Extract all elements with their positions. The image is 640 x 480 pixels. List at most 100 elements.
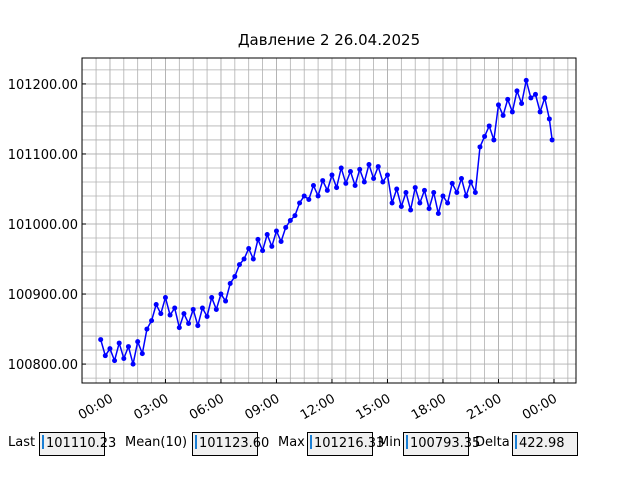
data-point xyxy=(514,88,520,94)
data-point xyxy=(112,358,118,364)
data-point xyxy=(287,218,293,223)
data-point xyxy=(153,302,159,308)
data-point xyxy=(408,207,414,213)
chart-title: Давление 2 26.04.2025 xyxy=(238,31,420,49)
data-point xyxy=(454,189,460,195)
field-label: Last xyxy=(8,435,36,450)
value-field[interactable]: 101216.33 xyxy=(307,432,384,456)
data-point xyxy=(209,295,215,301)
field-label: Max xyxy=(278,435,305,450)
data-point xyxy=(537,109,543,115)
data-point xyxy=(158,311,164,317)
x-tick-label: 06:00 xyxy=(187,391,227,423)
value-field[interactable]: 422.98 xyxy=(512,432,578,456)
data-point xyxy=(162,295,168,301)
data-point xyxy=(380,179,386,185)
data-point xyxy=(468,179,474,185)
data-point xyxy=(310,182,316,188)
data-point xyxy=(486,123,492,129)
x-tick-label: 03:00 xyxy=(131,391,171,423)
x-tick-label: 00:00 xyxy=(520,391,560,423)
data-point xyxy=(421,187,427,193)
data-point xyxy=(264,232,270,238)
data-point xyxy=(352,182,358,188)
data-point xyxy=(412,185,418,191)
data-point xyxy=(500,112,506,118)
data-point xyxy=(375,164,381,170)
data-point xyxy=(417,200,423,206)
data-point xyxy=(181,311,187,317)
data-point xyxy=(324,187,330,193)
data-point xyxy=(403,189,409,195)
data-point xyxy=(549,137,555,143)
field-label: Mean(10) xyxy=(125,435,188,450)
value-field[interactable]: 100793.35 xyxy=(403,432,480,456)
y-tick-label: 100800.00 xyxy=(8,358,78,373)
data-point xyxy=(125,344,131,350)
data-point xyxy=(139,351,145,357)
plot-frame xyxy=(81,57,577,384)
data-point xyxy=(273,228,279,234)
data-point xyxy=(449,180,455,186)
data-point xyxy=(167,312,173,318)
value-field[interactable]: 101110.23 xyxy=(39,432,116,456)
data-point xyxy=(227,281,233,287)
data-point xyxy=(343,180,349,186)
data-point xyxy=(542,95,548,101)
data-point xyxy=(435,210,441,216)
data-point xyxy=(389,200,395,206)
data-point xyxy=(495,102,501,108)
data-point xyxy=(458,175,464,181)
data-point xyxy=(398,203,404,209)
data-point xyxy=(301,193,307,199)
data-point xyxy=(472,189,478,195)
data-point xyxy=(431,189,437,195)
x-tick-label: 21:00 xyxy=(465,391,505,423)
data-point xyxy=(199,305,205,311)
data-point xyxy=(320,178,326,184)
value-field[interactable]: 101123.60 xyxy=(192,432,269,456)
data-point xyxy=(482,133,488,139)
data-point xyxy=(546,116,552,122)
data-point xyxy=(283,225,289,231)
data-point xyxy=(306,196,312,202)
data-point xyxy=(250,256,256,262)
data-point xyxy=(357,166,363,172)
data-point xyxy=(338,165,344,171)
data-point xyxy=(186,320,192,326)
data-point xyxy=(98,337,104,343)
data-point xyxy=(236,262,242,268)
data-point xyxy=(426,206,432,212)
data-point xyxy=(102,353,108,359)
data-point xyxy=(347,168,353,174)
data-point xyxy=(107,346,113,352)
y-tick-label: 101200.00 xyxy=(8,78,78,93)
data-point xyxy=(255,236,261,242)
y-tick-label: 101100.00 xyxy=(8,148,78,163)
data-point xyxy=(121,355,127,361)
field-label: Delta xyxy=(475,435,510,450)
x-tick-label: 18:00 xyxy=(409,391,449,423)
data-point xyxy=(315,193,321,199)
data-point xyxy=(246,246,252,252)
data-point xyxy=(135,339,141,345)
data-point xyxy=(278,239,284,245)
y-tick-label: 101000.00 xyxy=(8,218,78,233)
data-point xyxy=(232,274,238,280)
x-tick-label: 09:00 xyxy=(243,391,283,423)
data-point xyxy=(361,179,367,185)
data-point xyxy=(204,313,210,319)
data-point xyxy=(269,243,275,249)
data-point xyxy=(366,161,372,167)
data-point xyxy=(176,325,182,331)
data-point xyxy=(505,96,511,102)
field-label: Min xyxy=(378,435,402,450)
data-point xyxy=(440,193,446,199)
data-point xyxy=(116,340,122,346)
data-point xyxy=(172,305,178,311)
data-point xyxy=(241,256,247,262)
x-tick-label: 12:00 xyxy=(298,391,338,423)
x-tick-label: 15:00 xyxy=(354,391,394,423)
data-point xyxy=(532,91,538,97)
